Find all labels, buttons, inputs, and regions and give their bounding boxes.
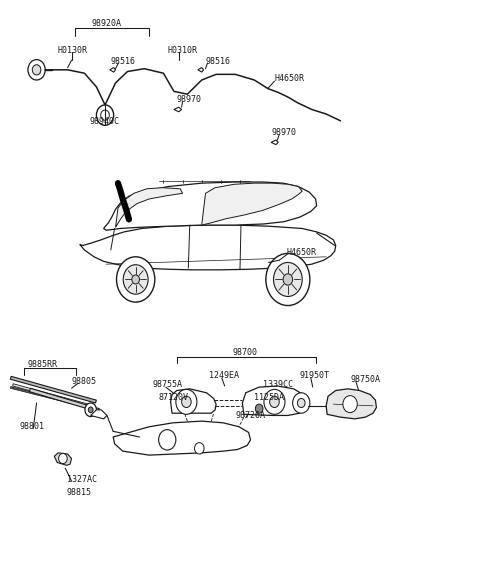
Text: H4650R: H4650R bbox=[287, 248, 317, 257]
Text: 98726A: 98726A bbox=[235, 411, 265, 420]
Text: 98805: 98805 bbox=[72, 377, 96, 386]
Circle shape bbox=[270, 396, 279, 407]
Circle shape bbox=[96, 105, 114, 126]
Circle shape bbox=[117, 257, 155, 302]
Polygon shape bbox=[198, 68, 204, 72]
Polygon shape bbox=[10, 387, 96, 410]
Text: 98970: 98970 bbox=[177, 95, 202, 104]
Text: 1339CC: 1339CC bbox=[263, 381, 293, 389]
Polygon shape bbox=[242, 386, 307, 415]
Circle shape bbox=[132, 275, 140, 284]
Text: 9885RR: 9885RR bbox=[27, 360, 57, 369]
Text: 98700: 98700 bbox=[232, 348, 257, 357]
Polygon shape bbox=[80, 225, 336, 270]
Text: 98516: 98516 bbox=[205, 57, 230, 66]
Text: 91950T: 91950T bbox=[300, 371, 330, 381]
Text: 98970: 98970 bbox=[272, 128, 297, 137]
Circle shape bbox=[293, 393, 310, 413]
Text: 1249EA: 1249EA bbox=[209, 371, 239, 381]
Circle shape bbox=[88, 407, 93, 412]
Text: 1327AC: 1327AC bbox=[67, 475, 97, 484]
Circle shape bbox=[298, 399, 305, 407]
Text: H4650R: H4650R bbox=[275, 74, 304, 83]
Circle shape bbox=[255, 404, 263, 413]
Text: 98516: 98516 bbox=[111, 57, 136, 66]
Circle shape bbox=[264, 390, 285, 414]
Text: 98940C: 98940C bbox=[90, 118, 120, 127]
Circle shape bbox=[274, 262, 302, 296]
Polygon shape bbox=[202, 183, 302, 225]
Polygon shape bbox=[113, 421, 251, 455]
Polygon shape bbox=[104, 182, 317, 230]
Polygon shape bbox=[12, 384, 95, 408]
Circle shape bbox=[181, 396, 191, 407]
Polygon shape bbox=[326, 389, 376, 419]
Polygon shape bbox=[174, 107, 181, 112]
Circle shape bbox=[32, 65, 41, 75]
Circle shape bbox=[343, 396, 357, 412]
Polygon shape bbox=[170, 389, 216, 413]
Circle shape bbox=[158, 429, 176, 450]
Polygon shape bbox=[116, 187, 182, 227]
Circle shape bbox=[28, 60, 45, 80]
Circle shape bbox=[283, 274, 293, 285]
Polygon shape bbox=[54, 453, 72, 465]
Circle shape bbox=[85, 403, 96, 416]
Polygon shape bbox=[271, 140, 278, 145]
Text: 98920A: 98920A bbox=[92, 19, 122, 28]
Polygon shape bbox=[10, 377, 96, 403]
Polygon shape bbox=[28, 66, 44, 73]
Text: 98815: 98815 bbox=[67, 488, 92, 497]
Circle shape bbox=[194, 442, 204, 454]
Circle shape bbox=[101, 110, 109, 120]
Text: 87120V: 87120V bbox=[158, 393, 189, 402]
Text: 98750A: 98750A bbox=[350, 375, 380, 384]
Circle shape bbox=[59, 453, 67, 463]
Text: 98755A: 98755A bbox=[153, 381, 183, 389]
Circle shape bbox=[123, 265, 148, 294]
Polygon shape bbox=[91, 410, 107, 419]
Circle shape bbox=[266, 253, 310, 306]
Text: 98801: 98801 bbox=[20, 422, 45, 431]
Polygon shape bbox=[110, 68, 116, 72]
Circle shape bbox=[176, 390, 197, 414]
Polygon shape bbox=[29, 389, 99, 412]
Text: H0310R: H0310R bbox=[167, 46, 197, 55]
Text: H0130R: H0130R bbox=[57, 46, 87, 55]
Text: 1125DA: 1125DA bbox=[254, 393, 284, 402]
